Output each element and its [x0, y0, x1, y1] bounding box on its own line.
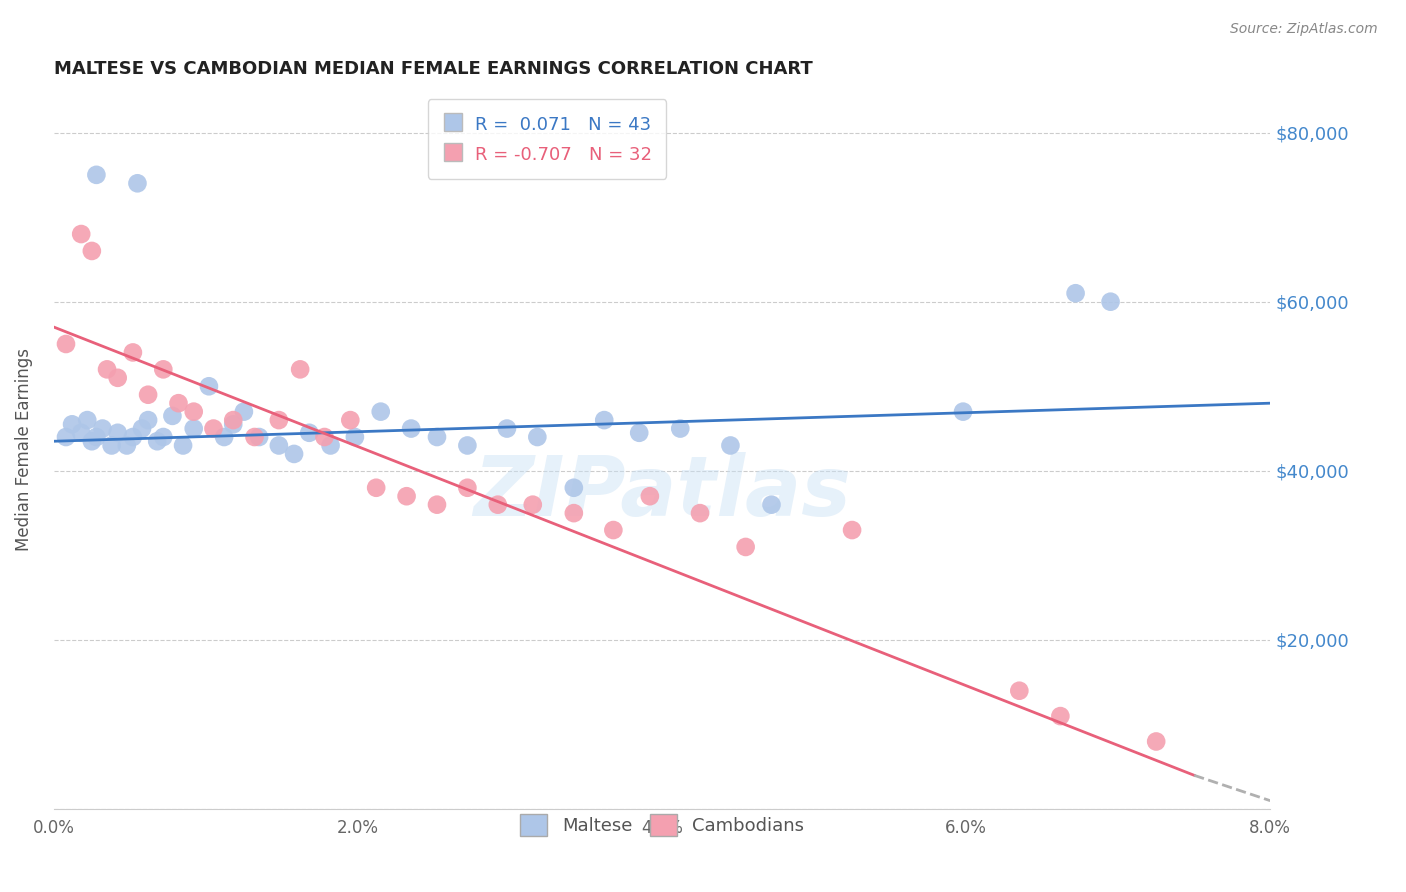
Point [456, 481, 478, 495]
Point [136, 413, 159, 427]
Point [80, 434, 103, 449]
Point [562, 506, 585, 520]
Point [314, 430, 336, 444]
Point [395, 489, 418, 503]
Point [761, 498, 783, 512]
Point [298, 425, 321, 440]
Point [1099, 294, 1122, 309]
Point [319, 438, 342, 452]
Point [76, 413, 98, 427]
Point [172, 438, 194, 452]
Legend: Maltese, Cambodians: Maltese, Cambodians [513, 806, 811, 843]
Point [426, 430, 449, 444]
Point [1049, 709, 1071, 723]
Point [267, 438, 290, 452]
Point [86, 430, 108, 444]
Point [593, 413, 616, 427]
Point [183, 421, 205, 435]
Point [522, 498, 544, 512]
Point [456, 438, 478, 452]
Point [288, 362, 311, 376]
Point [366, 481, 388, 495]
Point [167, 396, 190, 410]
Point [107, 425, 129, 440]
Point [55, 337, 77, 351]
Point [80, 244, 103, 258]
Point [602, 523, 624, 537]
Point [122, 430, 145, 444]
Point [183, 404, 205, 418]
Point [426, 498, 449, 512]
Point [638, 489, 661, 503]
Text: MALTESE VS CAMBODIAN MEDIAN FEMALE EARNINGS CORRELATION CHART: MALTESE VS CAMBODIAN MEDIAN FEMALE EARNI… [53, 60, 813, 78]
Point [222, 417, 245, 432]
Point [162, 409, 184, 423]
Point [127, 176, 149, 190]
Point [152, 362, 174, 376]
Text: ZIPatlas: ZIPatlas [472, 452, 851, 533]
Point [60, 417, 83, 432]
Point [55, 430, 77, 444]
Point [486, 498, 509, 512]
Point [1008, 683, 1031, 698]
Point [152, 430, 174, 444]
Point [136, 388, 159, 402]
Point [628, 425, 651, 440]
Point [232, 404, 254, 418]
Point [841, 523, 863, 537]
Point [100, 438, 122, 452]
Point [339, 413, 361, 427]
Point [96, 362, 118, 376]
Point [283, 447, 305, 461]
Point [131, 421, 153, 435]
Point [526, 430, 548, 444]
Point [107, 371, 129, 385]
Point [247, 430, 270, 444]
Point [720, 438, 742, 452]
Point [202, 421, 225, 435]
Point [122, 345, 145, 359]
Point [212, 430, 235, 444]
Point [689, 506, 711, 520]
Point [496, 421, 519, 435]
Y-axis label: Median Female Earnings: Median Female Earnings [15, 348, 32, 551]
Text: Source: ZipAtlas.com: Source: ZipAtlas.com [1230, 22, 1378, 37]
Point [1144, 734, 1167, 748]
Point [243, 430, 266, 444]
Point [370, 404, 392, 418]
Point [669, 421, 692, 435]
Point [562, 481, 585, 495]
Point [343, 430, 366, 444]
Point [70, 227, 93, 241]
Point [86, 168, 108, 182]
Point [952, 404, 974, 418]
Point [115, 438, 138, 452]
Point [146, 434, 169, 449]
Point [399, 421, 422, 435]
Point [267, 413, 290, 427]
Point [222, 413, 245, 427]
Point [198, 379, 221, 393]
Point [1064, 286, 1087, 301]
Point [734, 540, 756, 554]
Point [91, 421, 114, 435]
Point [70, 425, 93, 440]
